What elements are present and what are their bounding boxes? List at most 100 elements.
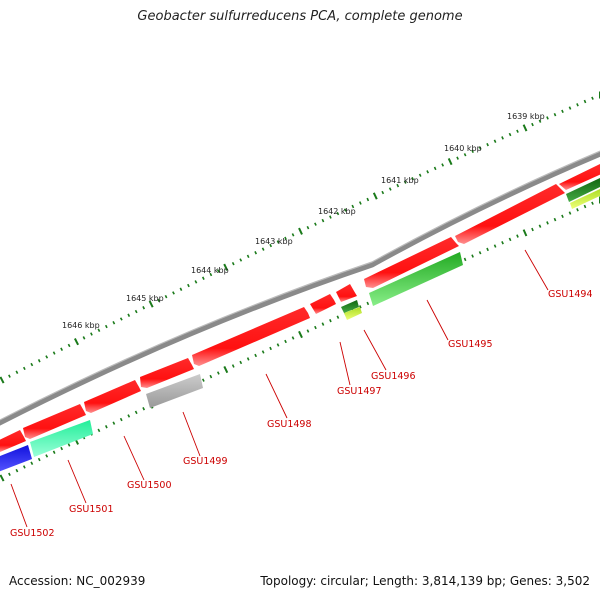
- label-leader-lines: [10, 249, 549, 528]
- outer-tick-53: [396, 183, 400, 188]
- outer-tick-61: [456, 156, 459, 160]
- inner-tick-35: [261, 350, 265, 354]
- outer-tick-76: [568, 106, 572, 110]
- inner-tick-30: [223, 365, 229, 374]
- scale-label-1644: 1644 kbp: [191, 266, 229, 275]
- genome-backbone-highlight: [0, 150, 600, 421]
- inner-tick-65: [486, 247, 489, 252]
- outer-tick-52: [388, 187, 392, 191]
- outer-tick-2: [15, 370, 19, 374]
- feature-forward-extra-6[interactable]: [0, 430, 26, 452]
- scale-label-1641: 1641 kbp: [381, 176, 419, 185]
- inner-tick-37: [276, 343, 280, 347]
- outer-tick-65: [486, 142, 489, 147]
- gene-label-gsu1496: GSU1496: [371, 371, 416, 382]
- gene-gsu1501[interactable]: [30, 420, 93, 457]
- outer-tick-71: [531, 122, 534, 127]
- inner-tick-72: [538, 224, 542, 228]
- outer-tick-45: [336, 211, 340, 216]
- outer-tick-11: [82, 336, 86, 340]
- inner-tick-73: [546, 221, 549, 225]
- inner-tick-62: [463, 257, 467, 262]
- outer-tick-8: [60, 347, 64, 351]
- gene-gsu1498[interactable]: [192, 307, 310, 366]
- feature-forward-extra-3[interactable]: [310, 294, 336, 314]
- gene-gsu1494[interactable]: [455, 184, 565, 244]
- inner-tick-42: [314, 325, 317, 330]
- outer-tick-66: [493, 139, 497, 143]
- gene-gsu1497[interactable]: [336, 284, 357, 302]
- gene-gsu1496[interactable]: [341, 300, 359, 313]
- feature-forward-extra-2[interactable]: [364, 237, 459, 288]
- feature-forward-extra-1[interactable]: [559, 163, 600, 190]
- inner-tick-33: [246, 357, 250, 361]
- outer-tick-46: [343, 208, 347, 212]
- outer-tick-77: [576, 103, 579, 107]
- gene-gsu1500[interactable]: [140, 358, 194, 388]
- inner-tick-9: [67, 443, 71, 447]
- outer-tick-63: [471, 149, 474, 154]
- gene-gsu1502[interactable]: [0, 445, 32, 472]
- inner-tick-64: [478, 251, 482, 255]
- inner-tick-74: [553, 217, 557, 222]
- outer-tick-25: [187, 283, 190, 288]
- inner-tick-69: [516, 234, 519, 238]
- scale-labels: 1639 kbp 1640 kbp 1641 kbp 1642 kbp 1643…: [62, 112, 545, 330]
- outer-tick-16: [119, 317, 123, 321]
- inner-tick-40: [298, 330, 303, 339]
- genome-backbone: [0, 151, 600, 426]
- feature-forward-extra-4[interactable]: [84, 380, 141, 413]
- inner-tick-68: [508, 237, 512, 242]
- outer-tick-74: [553, 112, 557, 117]
- feature-reverse-extra-3[interactable]: [344, 307, 362, 320]
- outer-tick-29: [216, 269, 220, 273]
- outer-tick-6: [45, 355, 49, 359]
- map-title: Geobacter sulfurreducens PCA, complete g…: [137, 9, 463, 24]
- outer-tick-43: [321, 218, 325, 223]
- outer-tick-4: [30, 362, 34, 367]
- inner-tick-49: [366, 301, 370, 306]
- inner-tick-18: [134, 410, 138, 415]
- outer-tick-62: [463, 153, 467, 157]
- inner-tick-32: [239, 360, 243, 365]
- inner-tick-70: [522, 229, 528, 237]
- inner-tick-67: [501, 241, 504, 245]
- outer-tick-36: [269, 243, 273, 248]
- outer-tick-35: [261, 247, 265, 251]
- outer-tick-67: [501, 136, 504, 140]
- inner-tick-75: [561, 214, 564, 219]
- outer-tick-1: [8, 374, 11, 378]
- gene-label-gsu1501: GSU1501: [69, 504, 114, 515]
- gene-label-gsu1499: GSU1499: [183, 456, 228, 467]
- inner-tick-16: [119, 417, 123, 422]
- outer-tick-42: [314, 222, 317, 226]
- feature-reverse-extra-2[interactable]: [570, 188, 600, 209]
- outer-tick-49: [366, 197, 370, 202]
- feature-reverse-extra-1[interactable]: [566, 178, 600, 202]
- outer-tick-0: [0, 376, 5, 384]
- inner-tick-79: [591, 201, 594, 205]
- gene-gsu1495[interactable]: [369, 252, 463, 306]
- accession-text: Accession: NC_002939: [9, 574, 146, 588]
- outer-tick-40: [298, 227, 303, 235]
- outer-tick-51: [381, 190, 385, 195]
- outer-tick-75: [561, 109, 564, 114]
- outer-tick-24: [179, 287, 183, 291]
- outer-tick-55: [411, 176, 415, 181]
- outer-tick-58: [433, 166, 437, 171]
- outer-tick-69: [516, 129, 519, 133]
- outer-tick-18: [134, 309, 138, 314]
- outer-tick-78: [583, 99, 587, 104]
- inner-tick-28: [209, 374, 213, 379]
- scale-label-1643: 1643 kbp: [255, 237, 293, 246]
- outer-tick-56: [418, 173, 422, 177]
- feature-forward-extra-5[interactable]: [23, 404, 86, 439]
- outer-tick-9: [67, 343, 71, 348]
- outer-tick-68: [508, 132, 512, 137]
- gene-label-gsu1494: GSU1494: [548, 289, 593, 300]
- gene-gsu1499[interactable]: [146, 374, 203, 408]
- inner-tick-77: [576, 208, 579, 212]
- inner-tick-3: [22, 465, 26, 469]
- inner-tick-1: [8, 472, 11, 476]
